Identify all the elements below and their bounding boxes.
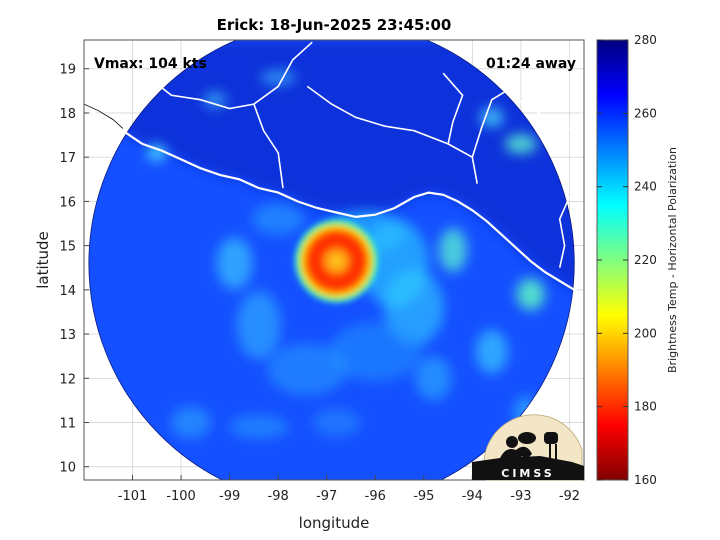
colorbar-tick-label: 240 (634, 180, 657, 194)
y-tick-label: 14 (59, 284, 76, 299)
convective-band (267, 343, 348, 396)
x-tick-label: -94 (462, 489, 483, 504)
state-borders (107, 41, 584, 268)
x-tick-label: -100 (166, 489, 196, 504)
convective-band (203, 91, 228, 108)
convective-band (312, 408, 361, 437)
colorbar-tick-label: 180 (634, 400, 657, 414)
x-tick-label: -92 (559, 489, 580, 504)
y-tick-label: 13 (59, 328, 76, 343)
convective-band (236, 291, 281, 360)
colorbar-ticks: 160 180 200 220 240 260 280 (597, 33, 657, 487)
x-tick-label: -93 (510, 489, 531, 504)
convective-band (479, 107, 504, 128)
convective-band (504, 133, 537, 154)
coastline-outer (84, 103, 124, 129)
colorbar-tick-label: 260 (634, 106, 657, 120)
convective-band (438, 228, 467, 273)
y-tick-label: 11 (59, 417, 76, 432)
x-tick-label: -96 (365, 489, 386, 504)
convective-band (516, 278, 545, 311)
convective-band (252, 203, 305, 236)
convective-band (415, 356, 452, 401)
colorbar: 160 180 200 220 240 260 280 Brightness Temp - … (596, 33, 679, 487)
convective-band (260, 69, 297, 86)
y-tick-label: 15 (59, 240, 76, 255)
figure-title: Erick: 18-Jun-2025 23:45:00 (217, 16, 452, 34)
colorbar-tick-label: 220 (634, 253, 657, 267)
storm-eyewall (292, 217, 381, 306)
y-tick-label: 18 (59, 107, 76, 122)
x-tick-label: -97 (316, 489, 337, 504)
cimss-logo-text: CIMSS (501, 467, 554, 480)
y-tick-label: 17 (59, 151, 76, 166)
y-axis-label: latitude (34, 231, 52, 289)
colorbar-tick-label: 160 (634, 473, 657, 487)
convective-band (329, 321, 422, 382)
coastlines-borders (84, 41, 584, 296)
colorbar-label: Brightness Temp - Horizontal Polarizatio… (666, 147, 679, 373)
convective-band (170, 406, 211, 439)
convective-band (146, 144, 167, 161)
time-offset-label: 01:24 away (486, 56, 576, 72)
colorbar-tick-label: 200 (634, 326, 657, 340)
vmax-label: Vmax: 104 kts (94, 56, 207, 72)
convective-band (475, 329, 508, 374)
x-tick-label: -101 (118, 489, 148, 504)
colorbar-tick-label: 280 (634, 33, 657, 47)
y-tick-label: 12 (59, 372, 76, 387)
coastline (84, 107, 584, 296)
x-axis-ticks: -101 -100 -99 -98 -97 -96 -95 -94 -93 -92 (118, 475, 580, 504)
x-tick-label: -99 (219, 489, 240, 504)
swath-edge (88, 40, 575, 480)
y-tick-label: 19 (59, 63, 76, 78)
axes-frame (83, 39, 585, 481)
y-tick-label: 16 (59, 195, 76, 210)
x-tick-label: -98 (268, 489, 289, 504)
convective-band (216, 237, 253, 290)
x-axis-label: longitude (299, 514, 370, 532)
y-tick-label: 10 (59, 461, 76, 476)
convective-band (228, 414, 289, 439)
cimss-logo: CIMSS (472, 414, 584, 481)
y-axis-ticks: 10 11 12 13 14 15 16 17 18 19 (59, 63, 89, 476)
x-tick-label: -95 (413, 489, 434, 504)
